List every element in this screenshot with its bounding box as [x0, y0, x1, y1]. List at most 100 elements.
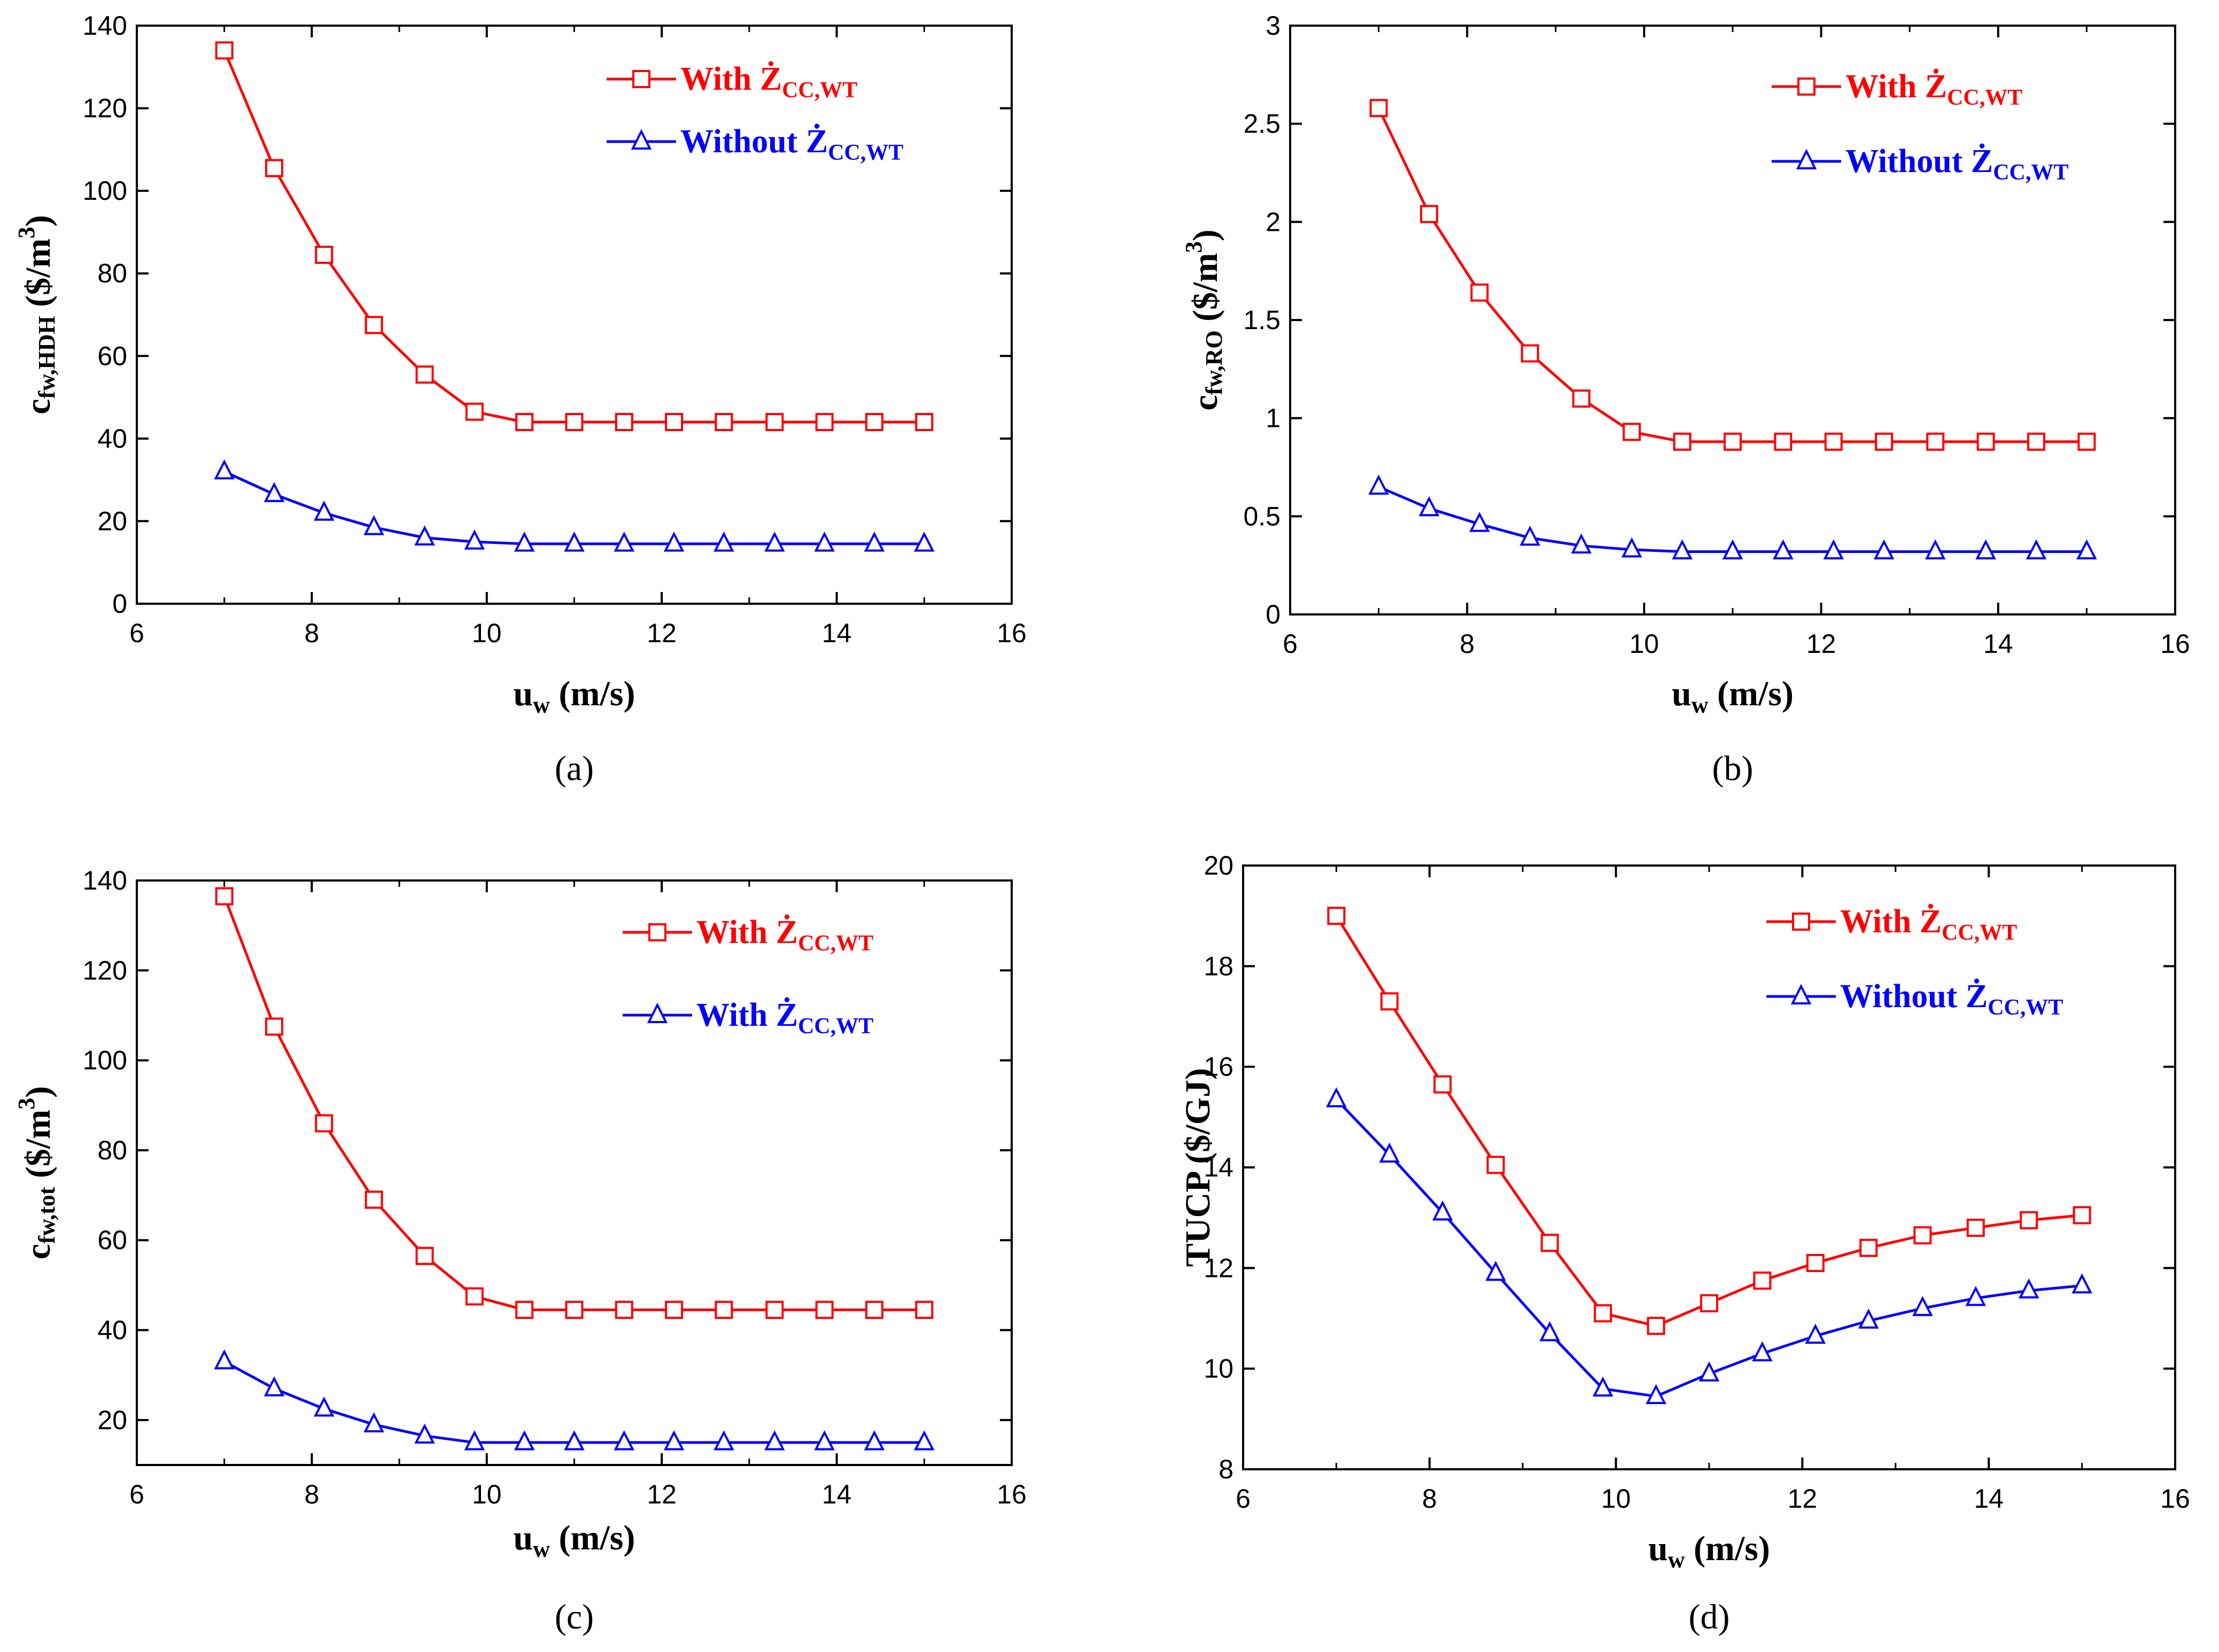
- data-point-triangle: [314, 500, 335, 521]
- panel-caption: (a): [555, 749, 594, 788]
- y-axis-title-close: ): [1186, 229, 1225, 241]
- data-point-triangle: [514, 1430, 535, 1451]
- data-point-triangle: [1368, 474, 1389, 495]
- data-point-triangle: [1539, 1321, 1561, 1342]
- data-point-square: [1647, 1316, 1665, 1335]
- data-point-square: [415, 1246, 434, 1265]
- data-point-square: [1753, 1271, 1772, 1290]
- y-axis-title-sup: 3: [1181, 241, 1207, 253]
- y-axis-title-sub: fw,RO: [1201, 330, 1227, 395]
- legend-label: With ŻCC,WT: [1840, 903, 2017, 945]
- data-point-square: [364, 316, 383, 334]
- legend-label: Without ŻCC,WT: [1840, 978, 2063, 1020]
- legend-label: With ŻCC,WT: [696, 997, 873, 1039]
- x-tick-label: 16: [2160, 629, 2190, 659]
- legend-entry: With ŻCC,WT: [607, 61, 857, 103]
- legend-label-name: With Ż: [696, 997, 798, 1033]
- data-point-square: [665, 412, 684, 431]
- data-point-square: [1976, 432, 1995, 451]
- data-point-square: [265, 1017, 284, 1036]
- data-point-triangle: [363, 515, 384, 535]
- data-point-square: [815, 412, 834, 431]
- data-point-triangle: [1722, 539, 1743, 560]
- y-axis-title-unit: ($/GJ): [1178, 1068, 1217, 1173]
- legend-label-sub: CC,WT: [1942, 921, 2017, 945]
- legend-label-name: Without Ż: [680, 123, 828, 160]
- y-tick-label: 12: [1204, 1253, 1233, 1283]
- data-point-square: [364, 1190, 383, 1209]
- data-point-triangle: [1379, 1142, 1400, 1163]
- legend-marker-triangle: [1796, 149, 1817, 169]
- y-tick-label: 120: [83, 93, 127, 123]
- data-point-triangle: [914, 1430, 935, 1451]
- legend-label-name: Without Ż: [1845, 143, 1993, 180]
- y-tick-label: 20: [1204, 851, 1233, 880]
- panel-caption: (b): [1712, 749, 1754, 788]
- data-point-triangle: [1752, 1341, 1773, 1362]
- legend-label-sub: CC,WT: [798, 1014, 873, 1039]
- data-point-triangle: [414, 525, 435, 546]
- series-with: [1327, 907, 2091, 1335]
- y-axis-title-main: c: [19, 1244, 58, 1259]
- y-axis-title-unit: ($/m: [19, 1110, 58, 1187]
- series-line: [223, 895, 925, 1312]
- data-point-triangle: [1805, 1323, 1826, 1344]
- data-point-triangle: [1873, 539, 1895, 560]
- x-tick-label: 14: [822, 1479, 852, 1509]
- data-point-square: [215, 41, 234, 60]
- data-point-square: [465, 402, 484, 421]
- y-axis-title-close: ): [19, 1086, 58, 1098]
- x-tick-label: 8: [1422, 1484, 1437, 1514]
- y-tick-label: 100: [83, 1046, 127, 1076]
- data-point-triangle: [1432, 1200, 1453, 1221]
- data-point-square: [1540, 1234, 1559, 1252]
- y-axis-title: cfw,RO ($/m3): [1181, 229, 1227, 410]
- y-tick-label: 16: [1204, 1052, 1233, 1082]
- data-point-square: [1594, 1304, 1612, 1323]
- x-tick-label: 8: [1460, 629, 1475, 659]
- y-axis-title-main: c: [1186, 395, 1225, 410]
- data-point-triangle: [663, 531, 685, 552]
- data-point-square: [815, 1300, 834, 1319]
- data-point-square: [1433, 1075, 1452, 1094]
- x-tick-label: 16: [2160, 1484, 2190, 1514]
- series-with: [215, 41, 934, 431]
- data-point-triangle: [1773, 539, 1794, 560]
- data-point-square: [665, 1300, 684, 1319]
- data-point-triangle: [814, 1430, 835, 1451]
- y-tick-label: 0: [1266, 599, 1281, 629]
- data-point-triangle: [713, 531, 734, 552]
- data-point-triangle: [214, 459, 235, 480]
- data-point-square: [2027, 432, 2046, 451]
- chart-panel-c: 6 8 10 12 14 16 20 40 60 80 100 120 140 uw (m/s) cfw,t…: [13, 866, 1027, 1637]
- data-point-triangle: [564, 1430, 585, 1451]
- data-point-square: [615, 412, 633, 431]
- x-axis-title: uw (m/s): [514, 1518, 635, 1562]
- legend-marker-triangle: [1790, 984, 1812, 1004]
- x-axis-title-sub: w: [533, 1536, 550, 1562]
- data-point-triangle: [1823, 539, 1844, 560]
- data-point-triangle: [764, 531, 785, 552]
- data-point-triangle: [1621, 537, 1642, 558]
- x-tick-label: 10: [1630, 629, 1659, 659]
- y-tick-label: 2.5: [1243, 109, 1281, 139]
- data-point-triangle: [2076, 539, 2097, 560]
- data-point-triangle: [713, 1430, 734, 1451]
- x-tick-label: 14: [1974, 1484, 2004, 1514]
- y-tick-label: 40: [97, 1315, 127, 1345]
- y-tick-label: 1.5: [1243, 305, 1281, 335]
- data-point-triangle: [414, 1423, 435, 1444]
- data-point-square: [1380, 992, 1399, 1011]
- data-point-square: [1966, 1219, 1985, 1237]
- x-tick-label: 14: [822, 618, 852, 648]
- data-point-square: [715, 412, 733, 431]
- series-line: [223, 50, 925, 424]
- y-axis-title-unit: ($/m: [1186, 253, 1225, 330]
- data-point-square: [615, 1300, 633, 1319]
- data-point-square: [915, 1300, 934, 1319]
- x-axis-title-main: u: [1648, 1529, 1668, 1568]
- legend-entry: With ŻCC,WT: [1772, 68, 2022, 110]
- x-tick-label: 6: [1283, 629, 1298, 659]
- data-point-triangle: [1965, 1285, 1987, 1306]
